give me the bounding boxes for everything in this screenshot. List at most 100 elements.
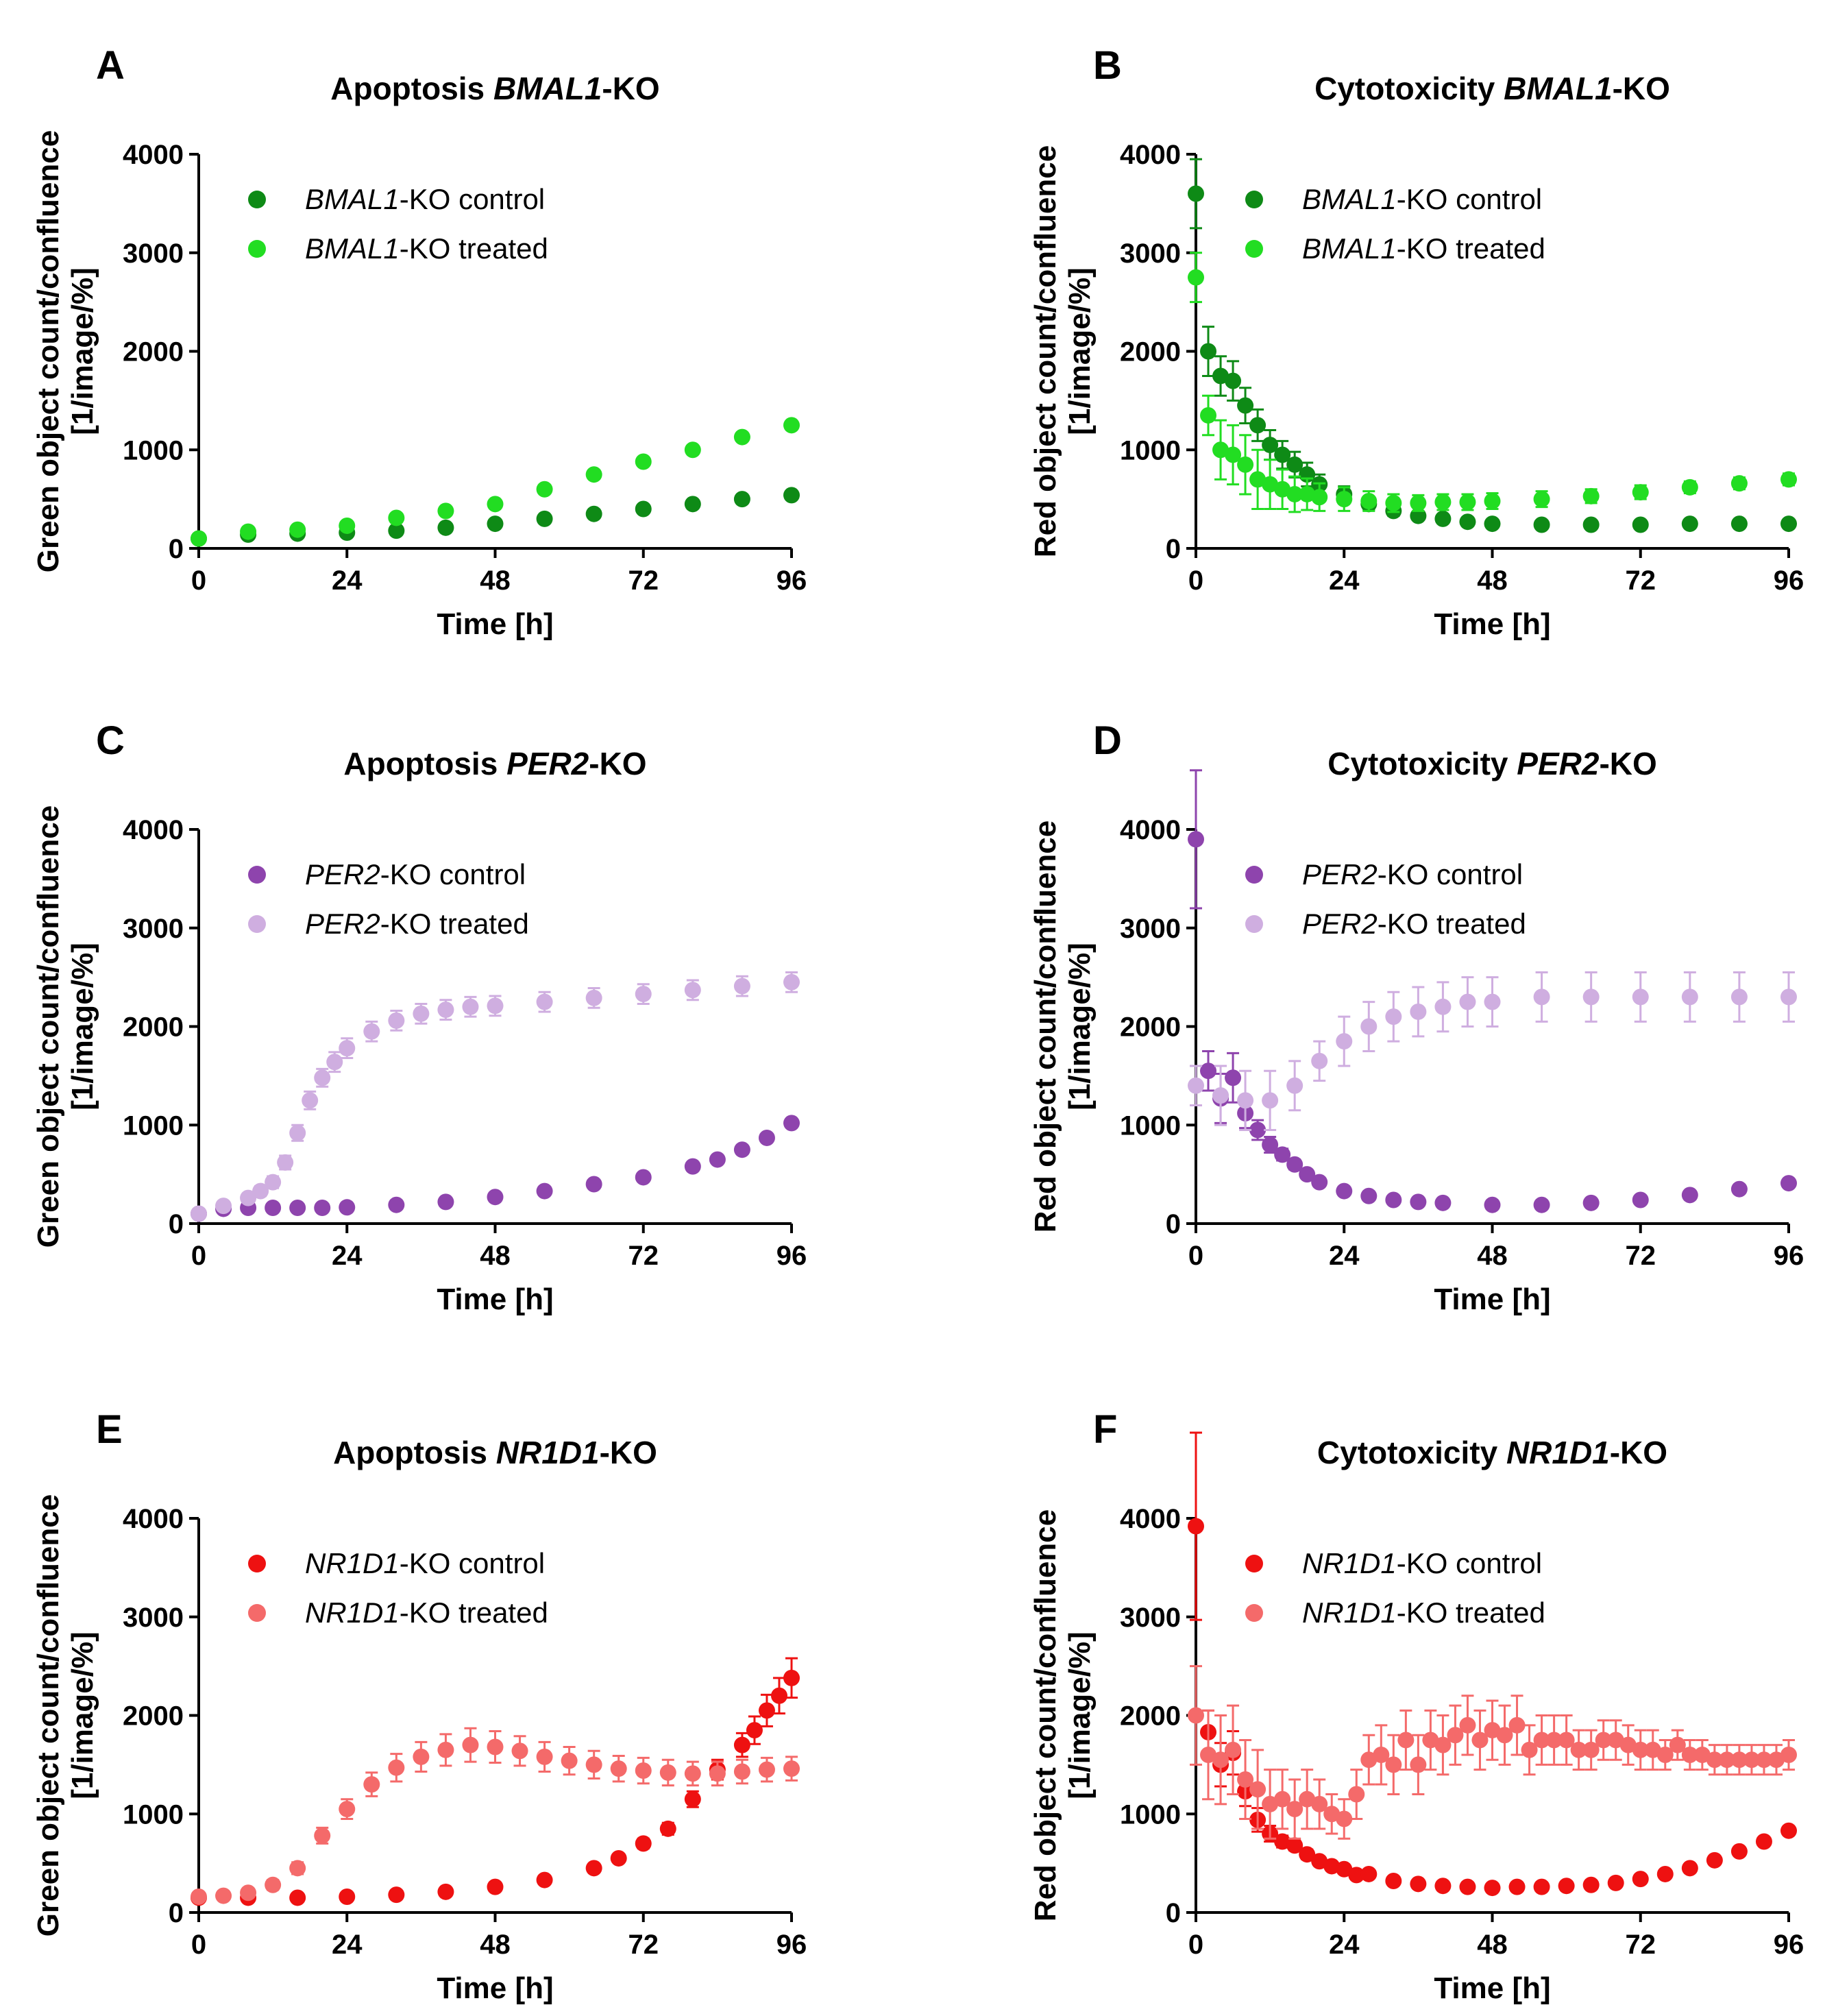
data-point xyxy=(1533,988,1550,1006)
data-point xyxy=(1558,1878,1575,1895)
legend-gene: BMAL1 xyxy=(305,232,400,265)
legend-label: -KO control xyxy=(1397,1547,1542,1579)
data-point xyxy=(1188,831,1204,848)
legend-gene: BMAL1 xyxy=(1302,183,1397,215)
data-point xyxy=(1262,1137,1279,1153)
data-point xyxy=(733,977,750,995)
data-point xyxy=(1632,516,1649,533)
data-point xyxy=(1582,988,1600,1006)
legend-marker xyxy=(1245,915,1263,933)
y-axis-label: Red object count/confluence xyxy=(1029,1509,1062,1921)
title-main: Apoptosis xyxy=(333,1435,496,1470)
series-control xyxy=(191,1115,800,1222)
data-point xyxy=(1262,1092,1279,1109)
x-tick-label: 24 xyxy=(332,1241,363,1271)
panel-title: Cytotoxicity PER2-KO xyxy=(1327,746,1657,781)
data-point xyxy=(1632,484,1649,501)
data-point xyxy=(1336,491,1353,508)
data-point xyxy=(1558,1732,1575,1749)
legend-entry: NR1D1-KO treated xyxy=(305,1596,548,1629)
data-point xyxy=(437,1883,454,1900)
y-tick-label: 2000 xyxy=(1120,1701,1181,1732)
data-point xyxy=(1262,437,1279,454)
data-point xyxy=(1780,988,1797,1006)
y-tick-label: 1000 xyxy=(123,435,184,465)
data-point xyxy=(487,515,504,533)
data-point xyxy=(1521,1741,1538,1758)
data-point xyxy=(1188,269,1204,286)
data-point xyxy=(1410,1003,1427,1020)
data-point xyxy=(339,1889,356,1905)
data-point xyxy=(684,1765,701,1782)
data-point xyxy=(215,1198,232,1215)
data-point xyxy=(1299,1790,1316,1808)
y-tick-label: 0 xyxy=(1166,1898,1181,1928)
y-axis-label: Green object count/confluence xyxy=(32,1494,65,1936)
data-point xyxy=(1262,476,1279,493)
legend-entry: PER2-KO treated xyxy=(305,908,529,940)
data-point xyxy=(1299,1166,1316,1183)
data-point xyxy=(709,1765,726,1782)
x-tick-label: 48 xyxy=(1477,1241,1508,1271)
legend-gene: BMAL1 xyxy=(305,183,400,215)
legend-entry: NR1D1-KO treated xyxy=(1302,1596,1545,1629)
series-treated xyxy=(1188,252,1797,513)
data-point xyxy=(1755,1833,1772,1850)
data-point xyxy=(1385,494,1402,511)
legend-label: -KO control xyxy=(380,858,526,890)
data-point xyxy=(1385,1008,1402,1025)
data-point xyxy=(585,1176,602,1193)
data-point xyxy=(1607,1874,1624,1891)
data-point xyxy=(1249,1781,1266,1798)
data-point xyxy=(191,1889,207,1905)
data-point xyxy=(758,1761,775,1778)
data-point xyxy=(1225,1741,1242,1758)
data-point xyxy=(1225,446,1242,463)
data-point xyxy=(635,1762,652,1779)
data-point xyxy=(1311,1052,1328,1069)
data-point xyxy=(437,502,454,520)
y-tick-label: 0 xyxy=(169,1209,184,1239)
legend-gene: NR1D1 xyxy=(305,1547,400,1579)
data-point xyxy=(1693,1747,1711,1763)
y-tick-label: 1000 xyxy=(123,1110,184,1141)
data-point xyxy=(487,997,504,1015)
legend-entry: NR1D1-KO control xyxy=(1302,1547,1542,1579)
data-point xyxy=(487,1189,504,1206)
data-point xyxy=(1410,1193,1427,1211)
x-axis-label: Time [h] xyxy=(1434,1283,1550,1316)
data-point xyxy=(462,998,479,1015)
data-point xyxy=(1237,1771,1254,1788)
x-tick-label: 0 xyxy=(191,1930,206,1960)
data-point xyxy=(1767,1751,1785,1769)
data-point xyxy=(758,1129,775,1146)
data-point xyxy=(1533,1196,1550,1213)
x-tick-label: 72 xyxy=(628,1930,659,1960)
y-tick-label: 2000 xyxy=(123,337,184,367)
data-point xyxy=(585,505,602,522)
data-point xyxy=(733,428,750,446)
data-point xyxy=(684,496,701,513)
data-point xyxy=(1200,406,1217,424)
data-point xyxy=(1249,417,1266,434)
data-point xyxy=(585,1860,602,1877)
data-point xyxy=(1730,988,1748,1006)
legend-marker xyxy=(248,191,266,208)
x-tick-label: 0 xyxy=(1188,1930,1203,1960)
data-point xyxy=(1286,1156,1303,1173)
data-point xyxy=(289,1200,306,1216)
data-point xyxy=(1225,372,1242,389)
data-point xyxy=(191,530,207,547)
data-point xyxy=(684,1158,701,1175)
data-point xyxy=(1434,1878,1452,1895)
data-point xyxy=(659,1764,676,1781)
data-point xyxy=(585,1756,602,1773)
data-point xyxy=(1459,993,1476,1010)
data-point xyxy=(1348,1867,1365,1884)
x-tick-label: 96 xyxy=(1774,1241,1804,1271)
